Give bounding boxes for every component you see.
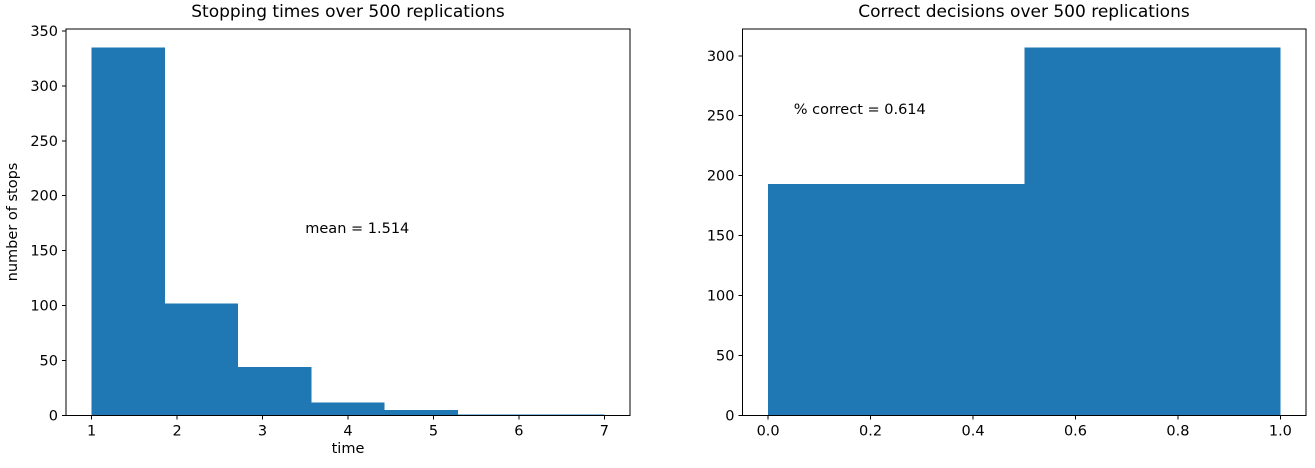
x-tick-label: 0.6	[1064, 424, 1087, 440]
x-tick-label: 6	[514, 424, 523, 440]
y-tick-label: 0	[49, 409, 58, 425]
histogram-bar	[311, 402, 385, 416]
histogram-bar	[768, 184, 1025, 416]
y-tick-label: 0	[725, 409, 734, 425]
x-tick-label: 0.8	[1166, 424, 1189, 440]
y-tick-label: 50	[40, 354, 58, 370]
y-tick-label: 150	[707, 229, 735, 245]
y-tick-label: 250	[30, 134, 58, 150]
axes-spines	[742, 28, 1307, 416]
histogram-bar	[91, 47, 165, 416]
mean-annotation: mean = 1.514	[305, 220, 410, 237]
y-tick-label: 300	[30, 79, 58, 95]
y-tick-label: 50	[716, 349, 734, 365]
histogram-bar	[1024, 47, 1281, 416]
y-tick-label: 200	[707, 169, 735, 185]
histogram-bar	[531, 414, 605, 416]
x-tick-label: 1.0	[1269, 424, 1292, 440]
x-tick-label: 7	[600, 424, 609, 440]
y-tick-label: 350	[30, 24, 58, 40]
x-tick-label: 0.0	[757, 424, 780, 440]
y-tick-label: 300	[707, 49, 735, 65]
x-tick-label: 0.4	[961, 424, 984, 440]
y-tick-label: 200	[30, 189, 58, 205]
x-tick-label: 1	[87, 424, 96, 440]
x-tick-label: 2	[172, 424, 181, 440]
x-tick-label: 3	[258, 424, 267, 440]
percent-correct-annotation: % correct = 0.614	[793, 101, 926, 118]
histogram-bar	[238, 367, 312, 416]
x-tick-label: 4	[343, 424, 352, 440]
left-chart-y-axis-label: number of stops	[5, 162, 21, 282]
histogram-bar	[384, 410, 458, 416]
y-tick-label: 250	[707, 109, 735, 125]
x-tick-label: 5	[429, 424, 438, 440]
y-tick-label: 150	[30, 244, 58, 260]
left-chart-title: Stopping times over 500 replications	[191, 2, 505, 22]
y-tick-label: 100	[707, 289, 735, 305]
left-chart-x-axis-label: time	[331, 441, 365, 457]
y-tick-label: 100	[30, 299, 58, 315]
right-chart-title: Correct decisions over 500 replications	[858, 2, 1190, 22]
histogram-bar	[457, 414, 532, 416]
histogram-bar	[164, 303, 239, 416]
x-tick-label: 0.2	[859, 424, 882, 440]
